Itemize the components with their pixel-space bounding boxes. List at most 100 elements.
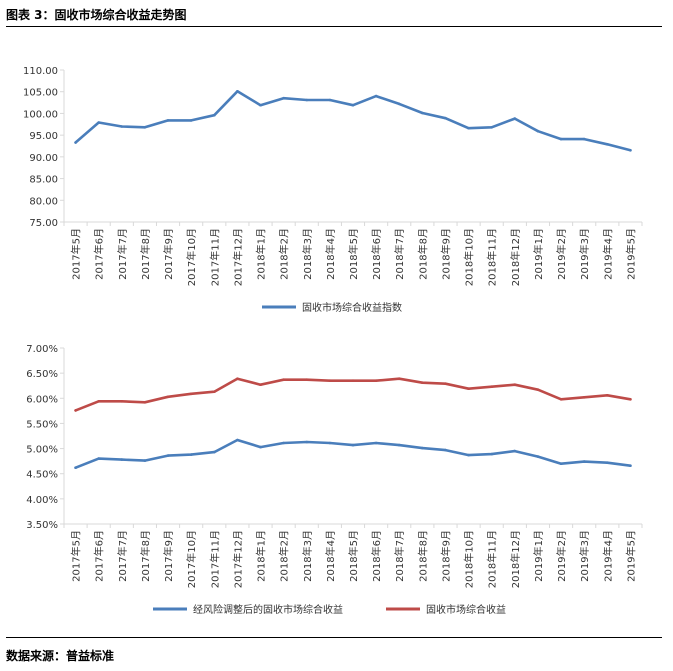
data-point [629,149,632,152]
y-tick-label: 5.00% [26,445,58,456]
x-tick-label: 2018年11月 [486,228,499,286]
data-point [120,458,124,461]
data-point [374,94,378,98]
data-point [97,400,100,403]
x-tick-label: 2018年5月 [347,530,360,582]
data-point [143,459,147,462]
x-tick-label: 2018年8月 [416,228,429,280]
data-point [629,398,632,401]
x-tick-label: 2017年12月 [231,530,244,588]
data-point [328,98,332,102]
x-tick-label: 2018年2月 [278,530,291,582]
x-tick-label: 2019年5月 [624,228,637,280]
data-point [536,129,540,133]
x-tick-label: 2019年4月 [601,530,614,582]
data-point [120,125,124,128]
data-point [74,141,77,144]
data-point [421,381,424,384]
y-tick-label: 100.00 [23,109,58,120]
x-tick-label: 2018年4月 [324,228,337,280]
x-tick-label: 2017年8月 [139,530,152,582]
data-point [513,383,517,386]
data-point [559,137,563,141]
data-point [259,383,262,386]
data-point [397,443,401,447]
data-point [559,462,563,465]
data-point [189,453,193,456]
data-point [444,116,447,120]
data-point [328,441,332,445]
legend-label: 固收市场综合收益指数 [302,301,402,314]
data-point [166,395,170,399]
y-tick-label: 4.00% [26,495,58,506]
data-point [166,454,170,457]
x-tick-label: 2019年1月 [532,228,545,280]
x-tick-label: 2017年7月 [116,530,129,582]
y-tick-label: 110.00 [23,66,58,77]
data-point [282,441,285,445]
x-tick-label: 2018年5月 [347,228,360,280]
data-point [582,137,586,141]
x-tick-label: 2019年1月 [532,530,545,582]
x-tick-label: 2018年12月 [509,228,522,286]
x-tick-label: 2018年10月 [463,228,476,286]
data-point [259,103,262,107]
data-point [421,446,424,450]
data-point [374,379,378,382]
y-tick-label: 7.00% [26,344,58,355]
x-tick-label: 2018年3月 [301,228,314,280]
data-point [559,398,563,401]
data-point [236,438,239,442]
data-point [397,377,401,380]
x-tick-label: 2019年2月 [555,228,568,280]
data-point [397,102,401,106]
x-tick-label: 2018年10月 [463,530,476,588]
data-point [259,445,262,449]
data-point [374,441,378,445]
data-point [213,450,216,454]
series-line [74,89,632,152]
y-tick-label: 85.00 [29,175,58,186]
data-point [74,466,77,469]
data-point [351,103,355,107]
x-tick-label: 2019年2月 [555,530,568,582]
data-point [490,385,494,388]
x-tick-label: 2017年12月 [231,228,244,286]
data-point [189,119,193,122]
data-point [213,113,216,117]
series-line [74,377,632,412]
x-tick-label: 2019年3月 [578,530,591,582]
data-point [444,448,447,452]
x-tick-label: 2018年1月 [255,530,268,582]
data-point [606,143,609,146]
x-tick-label: 2018年6月 [370,228,383,280]
data-point [236,377,239,380]
x-tick-label: 2018年2月 [278,228,291,280]
x-tick-label: 2017年7月 [116,228,129,280]
data-point [513,117,517,120]
x-tick-label: 2017年5月 [70,228,83,280]
bottom-rule [6,637,662,638]
index-line-chart: 110.00 105.00 100.00 95.00 90.00 85.00 80.00 75… [23,66,643,314]
data-point [305,98,309,102]
data-point [305,378,309,381]
data-point [421,111,424,115]
data-point [467,453,470,457]
data-point [582,460,586,463]
x-tick-label: 2018年1月 [255,228,268,280]
x-tick-label: 2017年6月 [93,228,106,280]
data-point [536,455,540,458]
x-tick-label: 2017年8月 [139,228,152,280]
data-point [189,392,193,396]
y-tick-label: 95.00 [29,131,58,142]
data-point [97,121,100,124]
data-point [120,400,124,403]
data-point [513,449,517,453]
x-tick-label: 2018年7月 [393,228,406,280]
data-point [606,461,609,464]
data-point [490,126,494,129]
data-point [143,126,147,129]
x-tick-label: 2018年8月 [416,530,429,582]
data-point [282,378,285,381]
data-point [97,457,100,460]
